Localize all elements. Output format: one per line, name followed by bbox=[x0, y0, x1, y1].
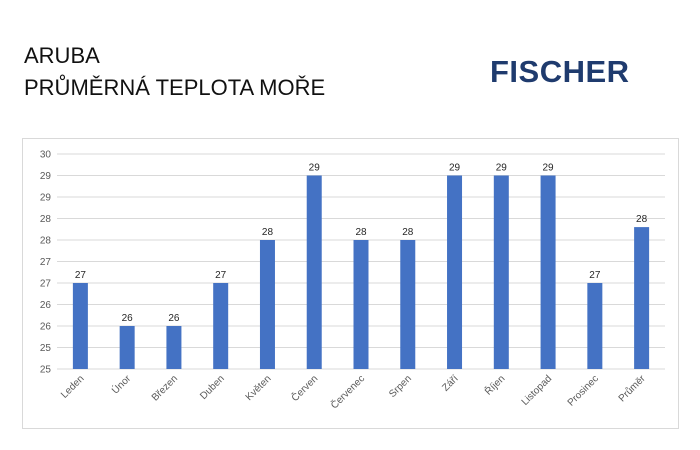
x-category-label: Prosinec bbox=[566, 373, 601, 408]
x-category-label: Říjen bbox=[482, 372, 508, 398]
y-tick-label: 29 bbox=[40, 193, 52, 204]
y-tick-label: 27 bbox=[40, 257, 52, 268]
bar-11 bbox=[587, 283, 603, 369]
data-label: 27 bbox=[589, 270, 601, 281]
x-category-label: Srpen bbox=[387, 373, 414, 400]
y-tick-label: 26 bbox=[40, 322, 52, 333]
bar-6 bbox=[353, 240, 369, 369]
bar-9 bbox=[493, 175, 509, 369]
data-label: 29 bbox=[449, 163, 461, 174]
y-tick-label: 29 bbox=[40, 171, 52, 182]
bar-10 bbox=[540, 175, 556, 369]
y-tick-label: 25 bbox=[40, 343, 52, 354]
fischer-logo: FISCHER bbox=[490, 54, 630, 89]
x-category-label: Březen bbox=[150, 373, 180, 403]
bar-4 bbox=[259, 240, 275, 369]
x-category-label: Září bbox=[440, 373, 461, 394]
y-tick-label: 30 bbox=[40, 150, 52, 161]
y-tick-label: 28 bbox=[40, 236, 52, 247]
y-tick-label: 26 bbox=[40, 300, 52, 311]
data-label: 29 bbox=[496, 163, 508, 174]
data-label: 27 bbox=[215, 270, 227, 281]
x-category-label: Duben bbox=[198, 373, 227, 402]
x-category-label: Únor bbox=[109, 371, 134, 396]
bar-3 bbox=[213, 283, 229, 369]
bar-2 bbox=[166, 326, 182, 369]
y-tick-label: 25 bbox=[40, 365, 52, 376]
bar-5 bbox=[306, 175, 322, 369]
bar-1 bbox=[119, 326, 135, 369]
bar-0 bbox=[72, 283, 88, 369]
data-label: 26 bbox=[168, 313, 180, 324]
data-label: 26 bbox=[122, 313, 134, 324]
data-label: 29 bbox=[309, 163, 321, 174]
x-category-label: Leden bbox=[59, 373, 86, 400]
data-label: 28 bbox=[402, 227, 414, 238]
y-tick-label: 28 bbox=[40, 214, 52, 225]
data-label: 28 bbox=[355, 227, 367, 238]
x-category-label: Červen bbox=[288, 372, 320, 404]
title-line-1: ARUBA bbox=[24, 43, 100, 68]
x-category-label: Květen bbox=[244, 373, 274, 403]
data-label: 29 bbox=[543, 163, 555, 174]
bar-8 bbox=[447, 175, 463, 369]
bar-7 bbox=[400, 240, 416, 369]
x-category-label: Červenec bbox=[328, 372, 367, 411]
title-line-2: PRŮMĚRNÁ TEPLOTA MOŘE bbox=[24, 75, 326, 100]
page-title: ARUBA PRŮMĚRNÁ TEPLOTA MOŘE bbox=[24, 40, 325, 104]
data-label: 28 bbox=[636, 214, 648, 225]
y-tick-label: 27 bbox=[40, 279, 52, 290]
x-category-label: Průměr bbox=[616, 372, 648, 404]
data-label: 27 bbox=[75, 270, 87, 281]
bar-12 bbox=[634, 227, 650, 369]
data-label: 28 bbox=[262, 227, 274, 238]
x-category-label: Listopad bbox=[520, 373, 555, 408]
